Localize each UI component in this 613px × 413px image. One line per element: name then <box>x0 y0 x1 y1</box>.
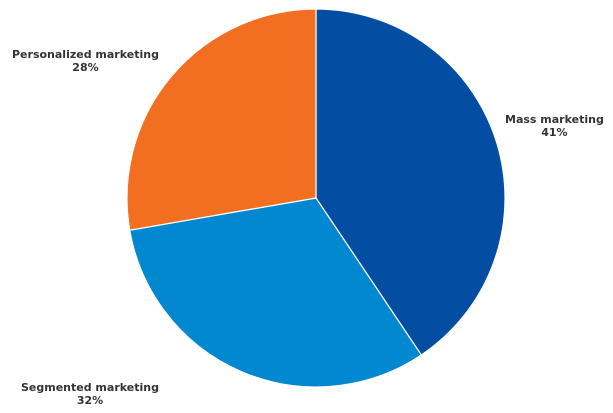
slice-label-mass-marketing: Mass marketing 41% <box>505 113 604 139</box>
slice-name-personalized-marketing: Personalized marketing <box>12 48 159 61</box>
pie-slice-mass-marketing <box>315 8 506 356</box>
slice-value-segmented-marketing: 32% <box>76 394 104 407</box>
slice-label-segmented-marketing: Segmented marketing 32% <box>21 381 159 407</box>
slice-label-personalized-marketing: Personalized marketing 28% <box>12 48 159 74</box>
slice-name-mass-marketing: Mass marketing <box>505 113 604 126</box>
slice-value-personalized-marketing: 28% <box>72 61 99 74</box>
pie-slice-segmented-marketing <box>129 197 423 388</box>
slice-value-mass-marketing: 41% <box>541 126 568 139</box>
pie-slice-personalized-marketing <box>126 8 317 231</box>
slice-name-segmented-marketing: Segmented marketing <box>21 381 159 394</box>
pie-slices <box>126 8 506 388</box>
